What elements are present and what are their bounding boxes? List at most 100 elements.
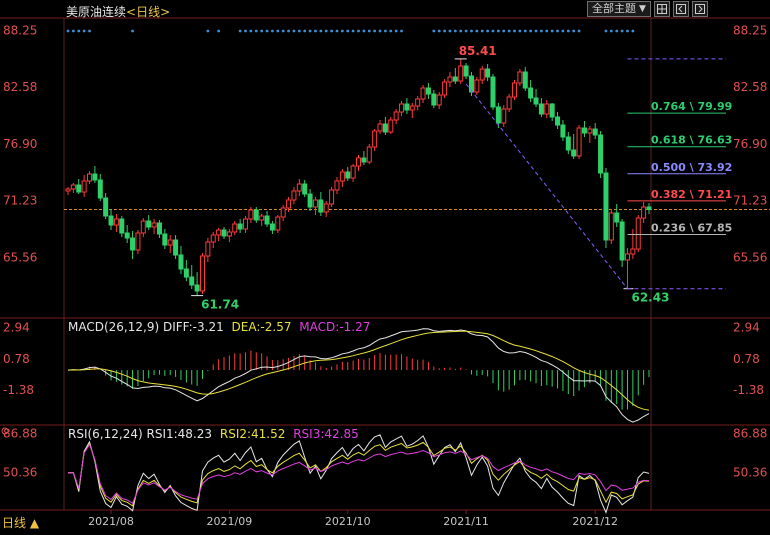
candle-body (624, 253, 630, 261)
candle-body (124, 232, 130, 239)
candle (253, 207, 259, 223)
candle-body (452, 76, 458, 82)
candle (232, 221, 238, 235)
rsi-tick-label: 50.36 (3, 465, 37, 479)
candle-body (199, 255, 205, 292)
candle (517, 69, 523, 86)
next-icon (694, 4, 705, 14)
candle-body (205, 241, 211, 257)
candle-body (549, 103, 555, 118)
signal-dot (620, 29, 624, 33)
signal-dot (281, 29, 285, 33)
signal-dot (475, 29, 479, 33)
candle-body (442, 81, 448, 96)
candle-body (248, 209, 254, 220)
candle (286, 197, 292, 212)
candle-body (425, 87, 431, 95)
candle-body (544, 103, 550, 115)
candle-body (70, 184, 76, 190)
x-tick-label: 2021/12 (572, 515, 618, 528)
candle (415, 96, 421, 110)
candle (549, 103, 555, 121)
candle (528, 80, 534, 102)
candle-body (178, 254, 184, 270)
candle-body (576, 127, 582, 157)
signal-dot (550, 29, 554, 33)
candle-body (608, 212, 614, 241)
timeframe-label[interactable]: <日线> (126, 5, 171, 19)
signal-dot (206, 29, 210, 33)
candle (210, 232, 216, 248)
signal-dot (486, 29, 490, 33)
signal-dot (287, 29, 290, 33)
signal-dot (577, 29, 581, 33)
signal-dot (254, 29, 258, 33)
candle-body (555, 116, 561, 126)
candle (318, 192, 324, 216)
signal-dot (260, 29, 264, 33)
candle (140, 218, 146, 237)
signal-dot (357, 29, 360, 33)
rsi-tick-label: 86.88 (733, 427, 767, 441)
next-button[interactable] (691, 1, 708, 17)
signal-dot (66, 29, 70, 33)
candle-body (156, 222, 162, 235)
candle (598, 131, 604, 178)
signal-dot (443, 29, 446, 33)
candle (463, 63, 469, 79)
signal-dot (604, 29, 608, 33)
candle-body (501, 108, 507, 124)
price-tick-label: 88.25 (733, 24, 767, 38)
candle-body (619, 221, 625, 261)
candle-body (221, 229, 227, 237)
candle (130, 231, 136, 259)
candle (404, 98, 410, 114)
grid-icon (656, 4, 667, 14)
x-tick-label: 2021/08 (88, 515, 134, 528)
candle (409, 103, 415, 118)
candle-body (571, 149, 577, 157)
candle (420, 85, 426, 103)
candle (183, 260, 189, 281)
period-toggle[interactable]: 日线 ▲ (2, 516, 40, 530)
signal-dot (561, 29, 565, 33)
grid-button[interactable] (653, 1, 670, 17)
signal-dot (303, 29, 307, 33)
candle (97, 174, 103, 201)
candle-body (130, 237, 136, 251)
signal-dot (496, 29, 500, 33)
macd-diff: DIFF:-3.21 (162, 320, 224, 334)
rsi-tick-label: 86.88 (3, 427, 37, 441)
fib-label: 0.500 \ 73.92 (651, 161, 732, 174)
candle (173, 235, 179, 259)
candle-body (592, 128, 598, 136)
chevron-down-icon: ▼ (639, 4, 646, 14)
signal-dot (335, 29, 339, 33)
signal-dot (502, 29, 506, 33)
candle-body (565, 136, 571, 151)
theme-selector[interactable]: 全部主题 ▼ (587, 1, 651, 17)
candle (275, 215, 281, 233)
candle-body (259, 215, 265, 221)
prev-button[interactable] (672, 1, 689, 17)
candle-body (560, 124, 566, 138)
candle-body (65, 188, 71, 192)
candle (178, 246, 184, 274)
candle (248, 207, 254, 223)
candle-body (87, 173, 93, 182)
candle-body (135, 232, 141, 251)
trend-line (465, 83, 628, 290)
signal-dot (464, 29, 468, 33)
candle (393, 109, 399, 124)
signal-dot (615, 29, 619, 33)
signal-dot (217, 29, 221, 33)
candle (87, 171, 93, 184)
candle (538, 98, 544, 117)
candle (641, 202, 647, 223)
candle-body (253, 209, 259, 221)
candle-body (167, 239, 173, 246)
signal-dot (131, 29, 134, 33)
candle (345, 167, 351, 181)
fib-label: 0.236 \ 67.85 (651, 222, 732, 235)
